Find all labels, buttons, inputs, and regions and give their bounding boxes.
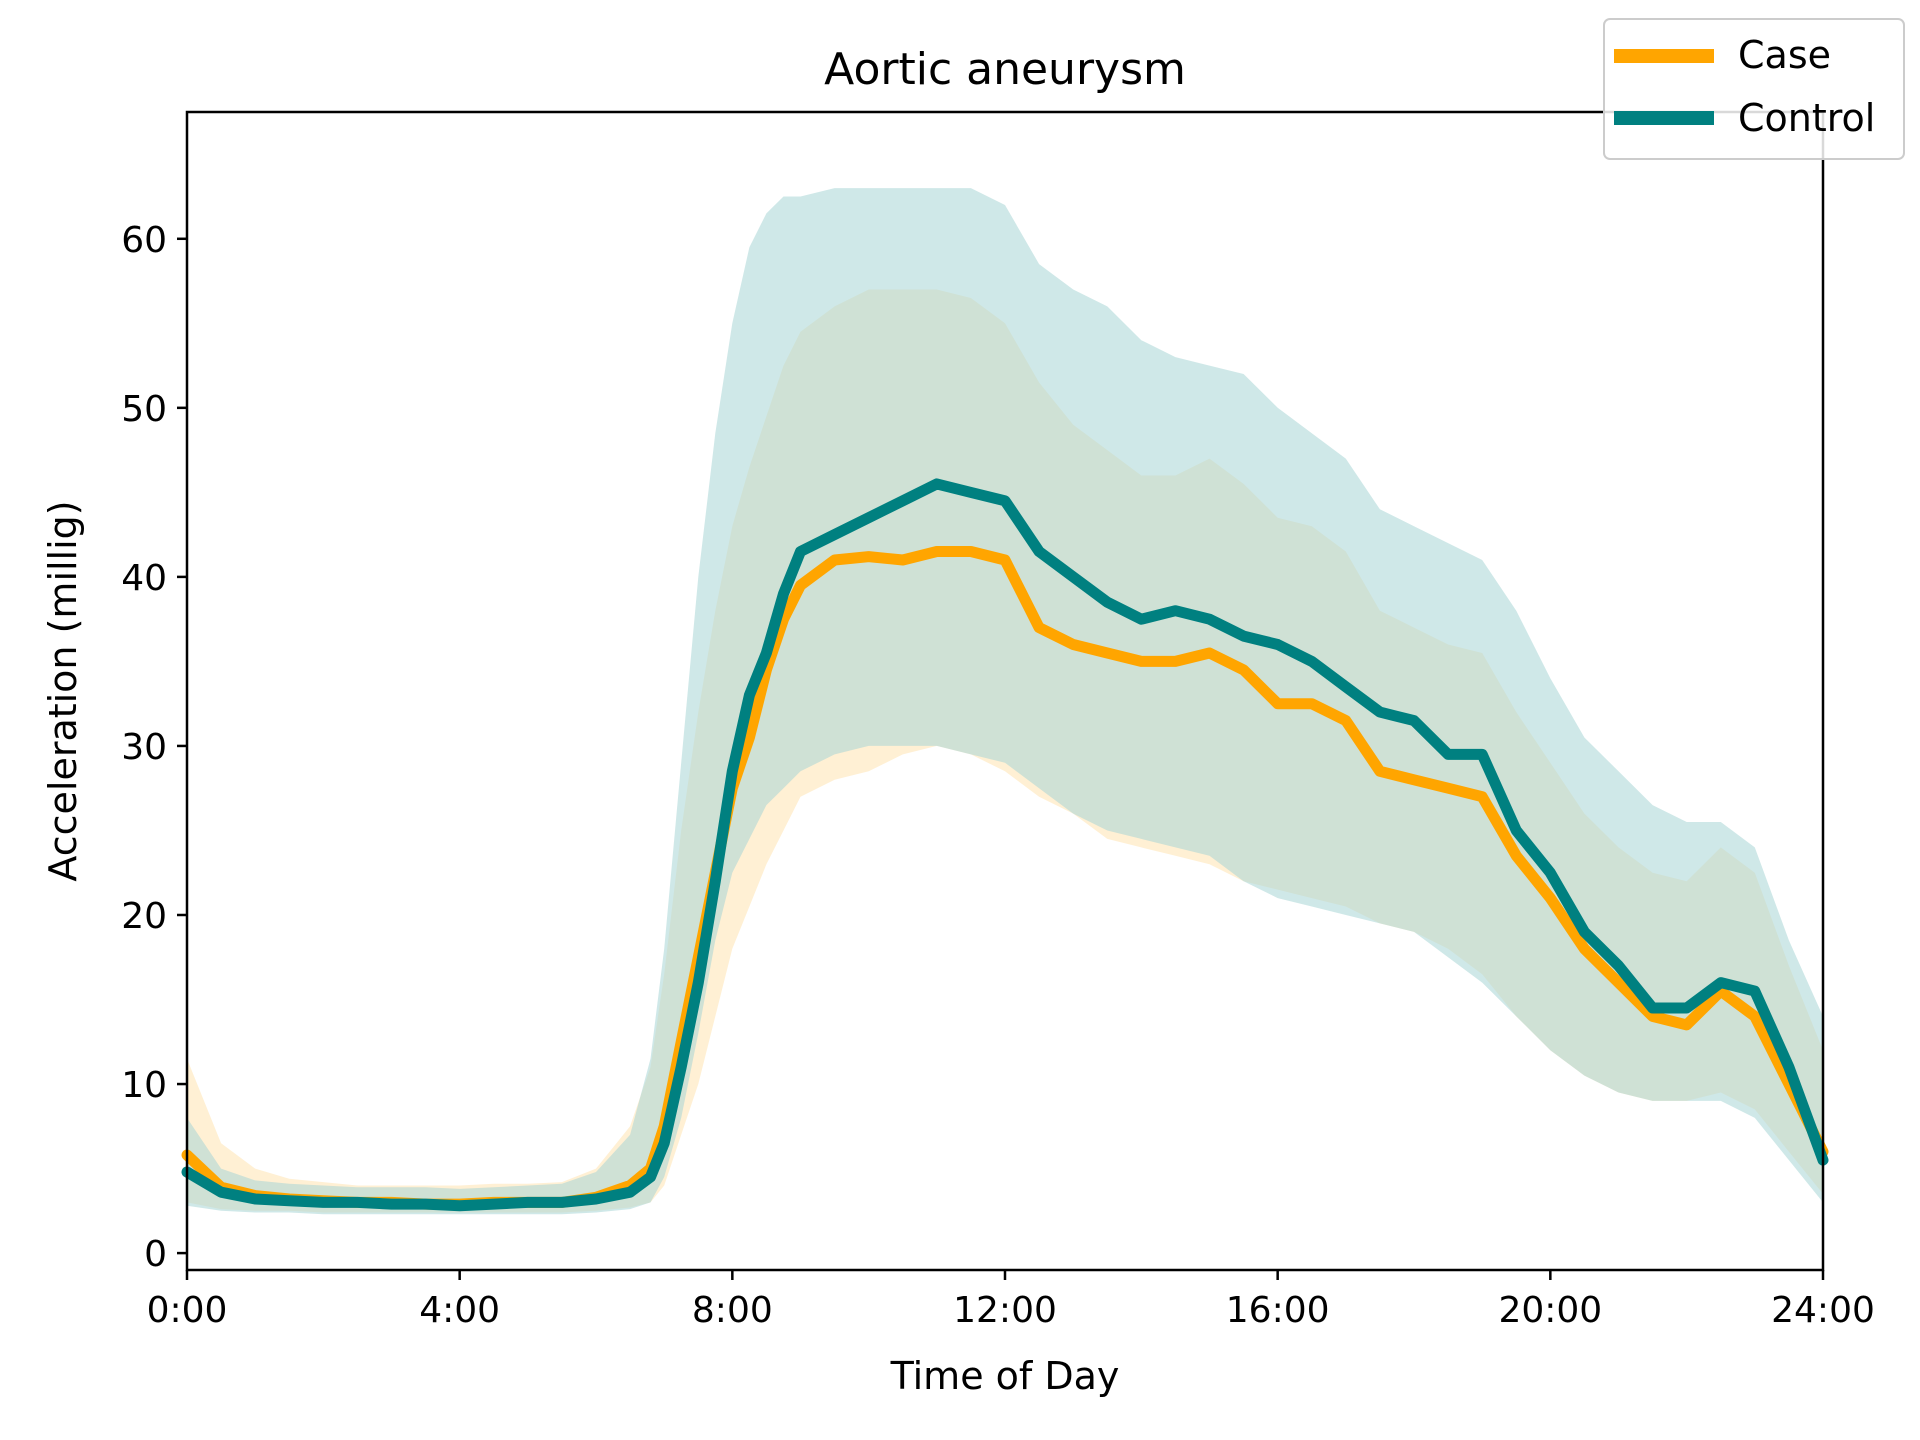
y-tick-label: 50 (121, 389, 167, 430)
y-tick-label: 60 (121, 220, 167, 261)
y-tick-label: 10 (121, 1065, 167, 1106)
y-axis-label: Acceleration (millig) (41, 500, 85, 881)
y-axis: 0 10 20 30 40 50 60 (121, 220, 187, 1275)
x-axis: 0:00 4:00 8:00 12:00 16:00 20:00 24:00 (147, 1270, 1875, 1331)
legend-label-case: Case (1738, 33, 1831, 77)
y-tick-label: 30 (121, 727, 167, 768)
y-tick-label: 0 (144, 1234, 167, 1275)
x-axis-label: Time of Day (890, 1354, 1120, 1398)
x-tick-label: 24:00 (1771, 1290, 1875, 1331)
y-tick-label: 40 (121, 558, 167, 599)
x-tick-label: 16:00 (1226, 1290, 1330, 1331)
x-tick-label: 8:00 (692, 1290, 773, 1331)
control-band (187, 188, 1823, 1215)
chart-title: Aortic aneurysm (824, 44, 1186, 95)
x-tick-label: 4:00 (419, 1290, 500, 1331)
control-line (181, 478, 1829, 1212)
legend-label-control: Control (1738, 96, 1875, 140)
x-tick-label: 0:00 (147, 1290, 228, 1331)
y-tick-label: 20 (121, 896, 167, 937)
legend: Case Control (1603, 18, 1905, 160)
plot-area (181, 188, 1829, 1215)
x-tick-label: 12:00 (953, 1290, 1057, 1331)
x-tick-label: 20:00 (1498, 1290, 1602, 1331)
